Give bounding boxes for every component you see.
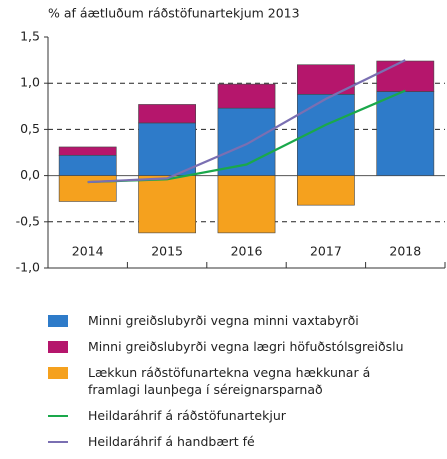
x-tick-label: 2015 (151, 244, 183, 259)
y-tick-label: 0,0 (20, 167, 40, 182)
bar (138, 175, 196, 234)
bar (217, 175, 276, 234)
legend: Minni greiðslubyrði vegna minni vaxtabyr… (48, 312, 447, 459)
bar (376, 91, 435, 176)
y-tick-label: -1,0 (16, 260, 40, 275)
legend-swatch (48, 415, 68, 417)
axis-label: % af áætluðum ráðstöfunartekjum 2013 (48, 6, 300, 21)
legend-label: Lækkun ráðstöfunartekna vegna hækkunar á… (88, 365, 371, 397)
legend-label: Minni greiðslubyrði vegna minni vaxtabyr… (88, 313, 359, 328)
x-tick-label: 2016 (231, 244, 263, 259)
bar (58, 175, 117, 202)
bar (376, 60, 435, 92)
legend-item: Heildaráhrif á handbært fé (48, 433, 447, 450)
legend-label: Heildaráhrif á ráðstöfunartekjur (88, 408, 286, 423)
legend-swatch (48, 315, 68, 327)
y-tick-label: 0,5 (20, 121, 40, 136)
y-tick-label: 1,5 (20, 29, 40, 44)
legend-swatch (48, 341, 68, 353)
legend-item: Heildaráhrif á ráðstöfunartekjur (48, 407, 447, 424)
bar (58, 146, 117, 156)
legend-swatch (48, 441, 68, 443)
line (87, 59, 406, 184)
legend-item: Minni greiðslubyrði vegna lægri höfuðstó… (48, 338, 447, 355)
legend-label: Minni greiðslubyrði vegna lægri höfuðstó… (88, 339, 404, 354)
bar (138, 104, 196, 124)
bar (217, 83, 276, 109)
legend-swatch (48, 367, 68, 379)
x-tick-label: 2017 (310, 244, 342, 259)
legend-item: Minni greiðslubyrði vegna minni vaxtabyr… (48, 312, 447, 329)
bar (58, 154, 117, 176)
bar (138, 122, 196, 176)
y-tick-label: 1,0 (20, 75, 40, 90)
bar (297, 175, 355, 206)
plot: % af áætluðum ráðstöfunartekjum 2013 1,5… (16, 6, 446, 275)
x-tick-label: 2014 (72, 244, 104, 259)
x-tick-label: 2018 (389, 244, 421, 259)
legend-item: Lækkun ráðstöfunartekna vegna hækkunar á… (48, 364, 447, 398)
legend-label: Heildaráhrif á handbært fé (88, 434, 255, 449)
y-tick-label: -0,5 (16, 213, 40, 228)
